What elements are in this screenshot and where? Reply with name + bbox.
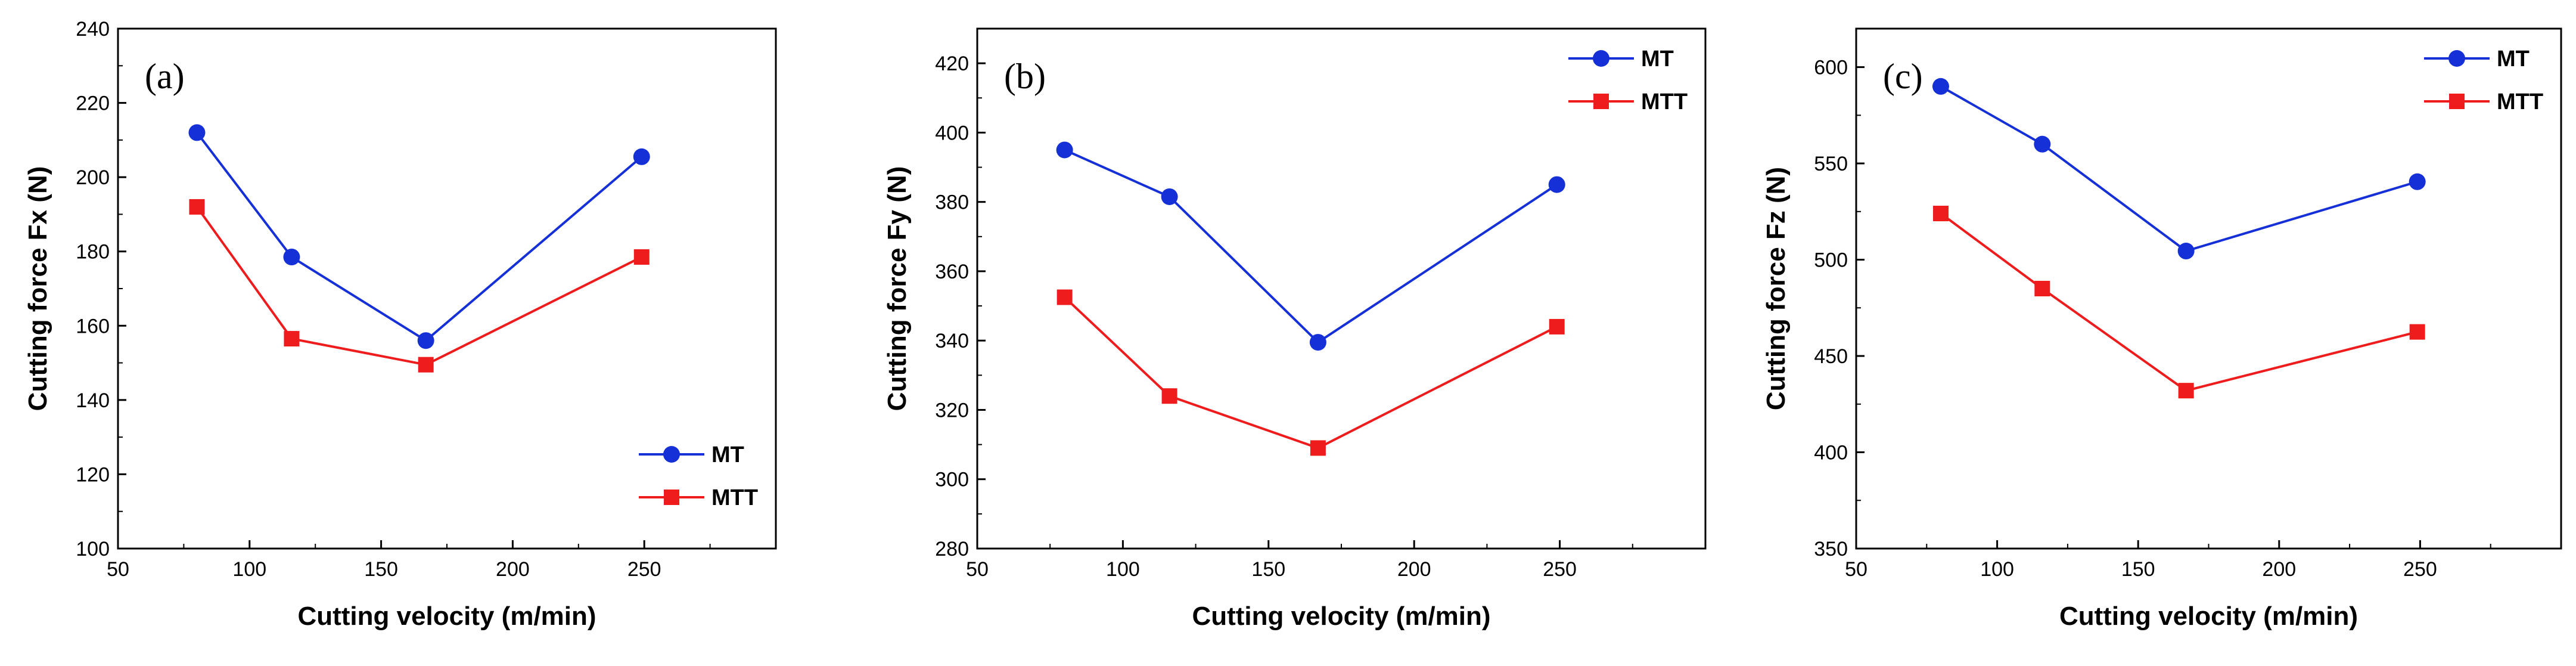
- data-point-mt: [1932, 78, 1949, 95]
- legend-label-mt: MT: [2497, 47, 2530, 72]
- y-tick-label: 220: [76, 92, 110, 115]
- x-tick-label: 250: [2403, 558, 2437, 581]
- data-point-mt: [2409, 173, 2426, 190]
- y-tick-label: 380: [935, 191, 969, 214]
- series-line-mt: [1064, 148, 1558, 344]
- series-line-mtt: [1064, 296, 1558, 450]
- y-tick-label: 360: [935, 261, 969, 283]
- y-tick-label: 240: [76, 18, 110, 41]
- data-point-mtt: [2034, 281, 2050, 296]
- y-tick-label: 180: [76, 241, 110, 264]
- x-tick-label: 150: [2121, 558, 2155, 581]
- data-point-mt: [1056, 141, 1073, 159]
- data-point-mtt: [1161, 388, 1177, 404]
- x-axis-title: Cutting velocity (m/min): [297, 602, 596, 631]
- y-tick-label: 350: [1814, 538, 1848, 560]
- data-point-mtt: [1932, 206, 1949, 222]
- y-tick-label: 340: [935, 330, 969, 352]
- x-tick-label: 100: [1980, 558, 2014, 581]
- data-point-mtt: [418, 357, 434, 373]
- y-tick-label: 140: [76, 389, 110, 412]
- data-point-mt: [1309, 334, 1326, 351]
- chart-panel-2: 50 100 150 200 250 280 300 320 340 360 380 400 420 Cu…: [883, 27, 1707, 631]
- x-tick-label: 150: [1251, 558, 1285, 581]
- y-tick-label: 300: [935, 469, 969, 491]
- legend: MT MTT: [1568, 47, 1688, 114]
- data-point-mtt: [1549, 318, 1565, 334]
- y-tick-label: 320: [935, 399, 969, 422]
- data-point-mtt: [2409, 324, 2425, 340]
- plot-frame: [117, 27, 777, 550]
- x-tick-label: 250: [1543, 558, 1577, 581]
- legend-marker-mtt: [2449, 94, 2465, 109]
- legend-label-mt: MT: [711, 442, 744, 467]
- legend-marker-mtt: [664, 490, 679, 505]
- data-point-mt: [1548, 176, 1565, 193]
- series-line-mt: [195, 132, 643, 342]
- y-axis-title: Cutting force Fy (N): [883, 166, 912, 411]
- data-point-mt: [283, 249, 300, 266]
- x-tick-label: 200: [2262, 558, 2296, 581]
- legend: MT MTT: [639, 442, 758, 510]
- series-line-mtt: [195, 206, 642, 366]
- x-tick-label: 200: [496, 558, 530, 581]
- data-point-mt: [2177, 243, 2195, 260]
- data-point-mtt: [2178, 383, 2194, 399]
- legend-label-mtt: MTT: [2497, 89, 2543, 114]
- legend-label-mt: MT: [1641, 47, 1674, 72]
- y-tick-label: 600: [1814, 57, 1848, 79]
- y-tick-label: 400: [1814, 442, 1848, 464]
- data-point-mtt: [189, 199, 205, 215]
- data-point-mtt: [633, 249, 650, 265]
- panel-label: (c): [1883, 57, 1923, 96]
- x-tick-label: 100: [1106, 558, 1140, 581]
- data-point-mt: [633, 148, 650, 165]
- legend-marker-mt: [663, 446, 680, 463]
- chart-panel-1: 50 100 150 200 250100120140160180200220240Cu…: [23, 18, 777, 631]
- x-axis-title: Cutting velocity (m/min): [1192, 602, 1490, 631]
- y-tick-label: 420: [935, 52, 969, 75]
- x-tick-label: 250: [627, 558, 661, 581]
- legend-label-mtt: MTT: [711, 485, 758, 510]
- x-tick-label: 150: [364, 558, 398, 581]
- data-point-mtt: [1310, 440, 1326, 456]
- y-tick-label: 550: [1814, 153, 1848, 175]
- y-axis-title: Cutting force Fz (N): [1761, 167, 1791, 410]
- data-point-mt: [1161, 188, 1178, 205]
- legend-marker-mt: [1593, 50, 1609, 67]
- y-tick-label: 280: [935, 538, 969, 560]
- y-tick-label: 160: [76, 315, 110, 337]
- data-point-mt: [2034, 135, 2051, 153]
- y-tick-label: 100: [76, 538, 110, 560]
- data-point-mt: [417, 332, 434, 349]
- data-point-mtt: [284, 331, 300, 347]
- x-tick-label: 50: [1845, 558, 1867, 581]
- panel-label: (b): [1004, 57, 1046, 96]
- y-tick-label: 400: [935, 122, 969, 144]
- legend-marker-mt: [2448, 50, 2465, 67]
- panel-label: (a): [145, 57, 185, 96]
- legend-label-mtt: MTT: [1641, 89, 1688, 114]
- y-tick-label: 200: [76, 166, 110, 189]
- data-point-mtt: [1056, 289, 1073, 305]
- x-tick-label: 50: [966, 558, 989, 581]
- x-axis-title: Cutting velocity (m/min): [2059, 602, 2358, 631]
- y-tick-label: 500: [1814, 249, 1848, 272]
- legend: MT MTT: [2424, 47, 2543, 114]
- chart-panel-3: 50 100 150 200 250 350 400 450 500 550 600 Cutting …: [1761, 27, 2562, 631]
- y-tick-label: 450: [1814, 345, 1848, 368]
- legend-marker-mtt: [1593, 94, 1609, 109]
- y-tick-label: 120: [76, 463, 110, 486]
- x-tick-label: 100: [232, 558, 266, 581]
- x-tick-label: 200: [1397, 558, 1431, 581]
- data-point-mt: [188, 124, 206, 141]
- x-tick-label: 50: [107, 558, 129, 581]
- series-line-mtt: [1940, 212, 2418, 392]
- series-line-mt: [1940, 85, 2418, 253]
- y-axis-title: Cutting force Fx (N): [23, 166, 52, 411]
